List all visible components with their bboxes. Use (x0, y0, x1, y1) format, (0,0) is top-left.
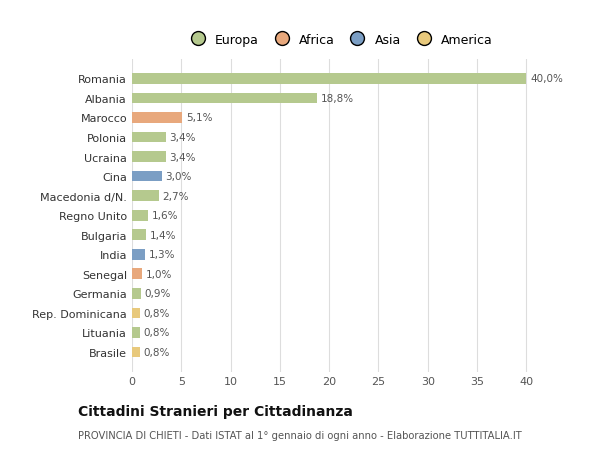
Bar (132, 230, 146, 241)
Text: 18,8%: 18,8% (321, 94, 355, 104)
Bar (132, 288, 141, 299)
Bar (132, 308, 140, 319)
Legend: Europa, Africa, Asia, America: Europa, Africa, Asia, America (180, 28, 498, 51)
Text: PROVINCIA DI CHIETI - Dati ISTAT al 1° gennaio di ogni anno - Elaborazione TUTTI: PROVINCIA DI CHIETI - Dati ISTAT al 1° g… (78, 431, 522, 440)
Text: 3,0%: 3,0% (166, 172, 192, 182)
Bar (132, 249, 145, 260)
Bar (132, 210, 148, 221)
Bar (132, 74, 526, 84)
Text: 3,4%: 3,4% (169, 152, 196, 162)
Text: 40,0%: 40,0% (530, 74, 563, 84)
Text: 1,3%: 1,3% (149, 250, 175, 260)
Bar (132, 93, 317, 104)
Bar (132, 327, 140, 338)
Bar (132, 191, 158, 202)
Bar (132, 347, 140, 358)
Text: 1,0%: 1,0% (146, 269, 172, 279)
Bar (132, 132, 166, 143)
Text: 1,4%: 1,4% (150, 230, 176, 240)
Text: 2,7%: 2,7% (163, 191, 189, 201)
Bar (132, 113, 182, 123)
Bar (132, 171, 161, 182)
Text: Cittadini Stranieri per Cittadinanza: Cittadini Stranieri per Cittadinanza (78, 404, 353, 419)
Text: 1,6%: 1,6% (152, 211, 178, 221)
Text: 0,8%: 0,8% (144, 347, 170, 357)
Text: 5,1%: 5,1% (186, 113, 213, 123)
Text: 0,9%: 0,9% (145, 289, 171, 299)
Bar (132, 269, 142, 280)
Text: 0,8%: 0,8% (144, 308, 170, 318)
Bar (132, 152, 166, 162)
Text: 0,8%: 0,8% (144, 328, 170, 338)
Text: 3,4%: 3,4% (169, 133, 196, 143)
